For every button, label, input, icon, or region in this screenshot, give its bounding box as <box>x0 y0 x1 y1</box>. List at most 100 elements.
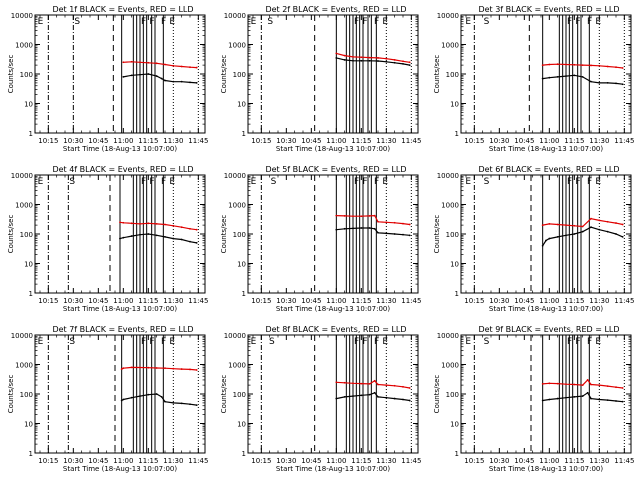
data-point <box>393 61 396 64</box>
marker-letter: F <box>374 17 379 27</box>
data-point <box>402 385 404 388</box>
x-tick-label: 11:30 <box>589 457 609 465</box>
y-tick-label: 1 <box>455 290 459 298</box>
data-point <box>130 396 133 399</box>
data-point <box>195 81 198 84</box>
data-point <box>573 63 576 66</box>
data-point <box>139 233 141 236</box>
series-lld <box>541 63 624 69</box>
x-axis-ticks: 10:15 10:30 10:45 11:00 11:15 11:30 11:45 <box>464 15 634 145</box>
x-axis-label: Start Time (18-Aug-13 10:07:00) <box>276 465 390 473</box>
data-point <box>130 235 133 237</box>
series-lld <box>335 214 411 226</box>
marker-letter: E <box>169 337 175 347</box>
data-point <box>139 73 141 76</box>
data-point <box>541 64 544 67</box>
marker-letter: F <box>575 177 580 187</box>
data-point <box>598 228 601 231</box>
x-axis-label: Start Time (18-Aug-13 10:07:00) <box>489 145 603 153</box>
data-point <box>556 63 559 66</box>
data-point <box>548 76 551 79</box>
data-point <box>119 221 121 224</box>
data-point <box>368 56 371 59</box>
y-tick-label: 1 <box>242 290 246 298</box>
data-point <box>130 366 133 369</box>
data-point <box>408 223 411 226</box>
x-tick-label: 11:00 <box>113 297 133 305</box>
plot-panel-8: Det 8f BLACK = Events, RED = LLD 1 10 100 10… <box>220 325 421 473</box>
marker-letter: E <box>38 17 44 27</box>
marker-letter: F <box>354 337 359 347</box>
x-tick-label: 10:15 <box>38 297 58 305</box>
data-point <box>155 367 158 369</box>
data-point <box>119 237 121 240</box>
series-lld <box>541 217 624 228</box>
data-point <box>189 368 191 371</box>
data-point <box>606 385 609 388</box>
data-point <box>541 382 544 385</box>
data-point <box>621 83 624 86</box>
y-tick-label: 1000 <box>228 42 246 50</box>
data-point <box>360 227 363 229</box>
x-axis-ticks: 10:15 10:30 10:45 11:00 11:15 11:30 11:45 <box>251 335 421 465</box>
x-tick-label: 10:30 <box>276 297 296 305</box>
marker-letter: F <box>141 177 146 187</box>
data-point <box>120 399 123 402</box>
y-tick-label: 10000 <box>437 332 459 340</box>
data-point <box>130 74 133 77</box>
data-point <box>335 52 338 55</box>
x-tick-label: 10:30 <box>489 457 509 465</box>
plot-title: Det 4f BLACK = Events, RED = LLD <box>52 165 193 174</box>
series-events <box>541 391 624 403</box>
data-point <box>189 403 191 406</box>
x-tick-label: 10:15 <box>464 137 484 145</box>
y-tick-label: 1000 <box>15 202 33 210</box>
series-line-lld <box>123 61 197 69</box>
y-axis-ticks: 1 10 100 1000 10000 <box>224 172 418 298</box>
plot-title: Det 6f BLACK = Events, RED = LLD <box>478 165 619 174</box>
data-point <box>195 369 198 371</box>
x-tick-label: 10:15 <box>464 457 484 465</box>
y-tick-label: 1 <box>455 130 459 138</box>
x-tick-label: 11:45 <box>401 297 421 305</box>
data-point <box>164 223 166 226</box>
marker-letter: F <box>161 177 166 187</box>
data-point <box>373 391 376 394</box>
data-point <box>548 382 551 385</box>
data-point <box>377 220 379 223</box>
marker-letter: E <box>251 337 257 347</box>
marker-letter: E <box>382 17 388 27</box>
data-point <box>402 233 404 236</box>
marker-letter: E <box>595 177 601 187</box>
data-point <box>335 57 338 59</box>
data-point <box>352 55 354 58</box>
y-axis-ticks: 1 10 100 1000 10000 <box>437 172 631 298</box>
x-tick-label: 10:45 <box>514 297 534 305</box>
y-tick-label: 100 <box>20 231 33 239</box>
data-point <box>368 215 371 217</box>
data-point <box>565 75 567 77</box>
x-axis-ticks: 10:15 10:30 10:45 11:00 11:15 11:30 11:45 <box>251 175 421 305</box>
series-line-lld <box>336 380 410 389</box>
data-point <box>590 217 592 220</box>
y-tick-label: 100 <box>233 71 246 79</box>
data-point <box>408 234 411 237</box>
y-tick-label: 100 <box>446 391 459 399</box>
marker-letter: S <box>267 17 273 27</box>
x-axis-label: Start Time (18-Aug-13 10:07:00) <box>63 305 177 313</box>
series-lld <box>541 378 624 389</box>
marker-letter: E <box>38 177 44 187</box>
series-events <box>120 393 198 407</box>
series-lld <box>122 60 198 69</box>
marker-letter: F <box>587 17 592 27</box>
data-point <box>581 75 584 78</box>
plot-frame <box>460 14 632 134</box>
plot-panel-6: Det 6f BLACK = Events, RED = LLD 1 10 100 10… <box>433 165 634 313</box>
data-point <box>393 233 396 235</box>
x-tick-label: 11:30 <box>163 457 183 465</box>
data-point <box>548 398 551 401</box>
data-point <box>573 395 576 398</box>
